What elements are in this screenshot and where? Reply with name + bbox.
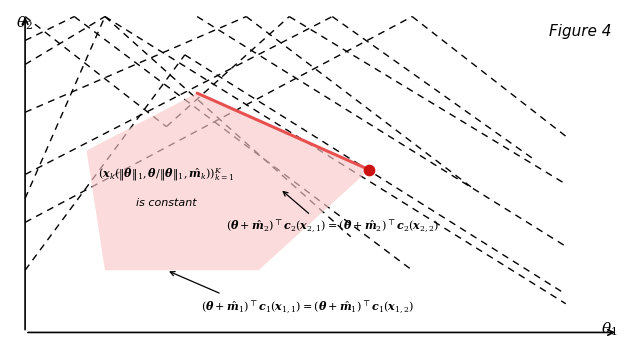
Text: $(\boldsymbol{\theta} + \hat{\boldsymbol{m}}_2)^\top \boldsymbol{c}_2(\boldsymbo: $(\boldsymbol{\theta} + \hat{\boldsymbol… (226, 219, 439, 235)
Polygon shape (86, 93, 369, 270)
Text: Figure 4: Figure 4 (549, 24, 612, 39)
Point (364, 167, 374, 172)
Text: $\theta_2$: $\theta_2$ (16, 14, 33, 31)
Text: $(\boldsymbol{x}_k(\|\boldsymbol{\theta}\|_1, \boldsymbol{\theta}/\|\boldsymbol{: $(\boldsymbol{x}_k(\|\boldsymbol{\theta}… (98, 166, 235, 183)
Text: is constant: is constant (136, 198, 196, 208)
Text: $(\boldsymbol{\theta} + \hat{\boldsymbol{m}}_1)^\top \boldsymbol{c}_1(\boldsymbo: $(\boldsymbol{\theta} + \hat{\boldsymbol… (201, 299, 414, 315)
Text: $\theta_1$: $\theta_1$ (602, 321, 618, 338)
